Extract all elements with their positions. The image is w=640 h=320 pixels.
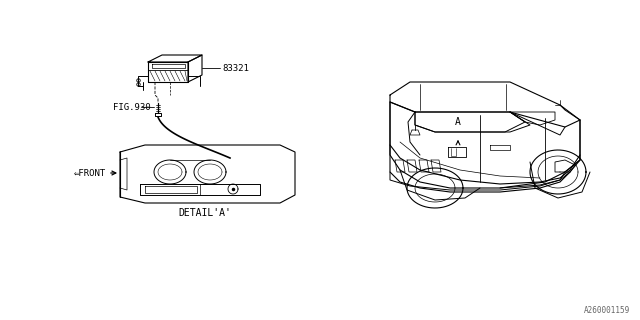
Text: ⇐FRONT: ⇐FRONT (74, 169, 106, 178)
Text: FIG.930: FIG.930 (113, 102, 150, 111)
Text: A260001159: A260001159 (584, 306, 630, 315)
Text: 83321: 83321 (222, 63, 249, 73)
Text: A: A (455, 117, 461, 127)
Text: DETAIL'A': DETAIL'A' (179, 208, 232, 218)
